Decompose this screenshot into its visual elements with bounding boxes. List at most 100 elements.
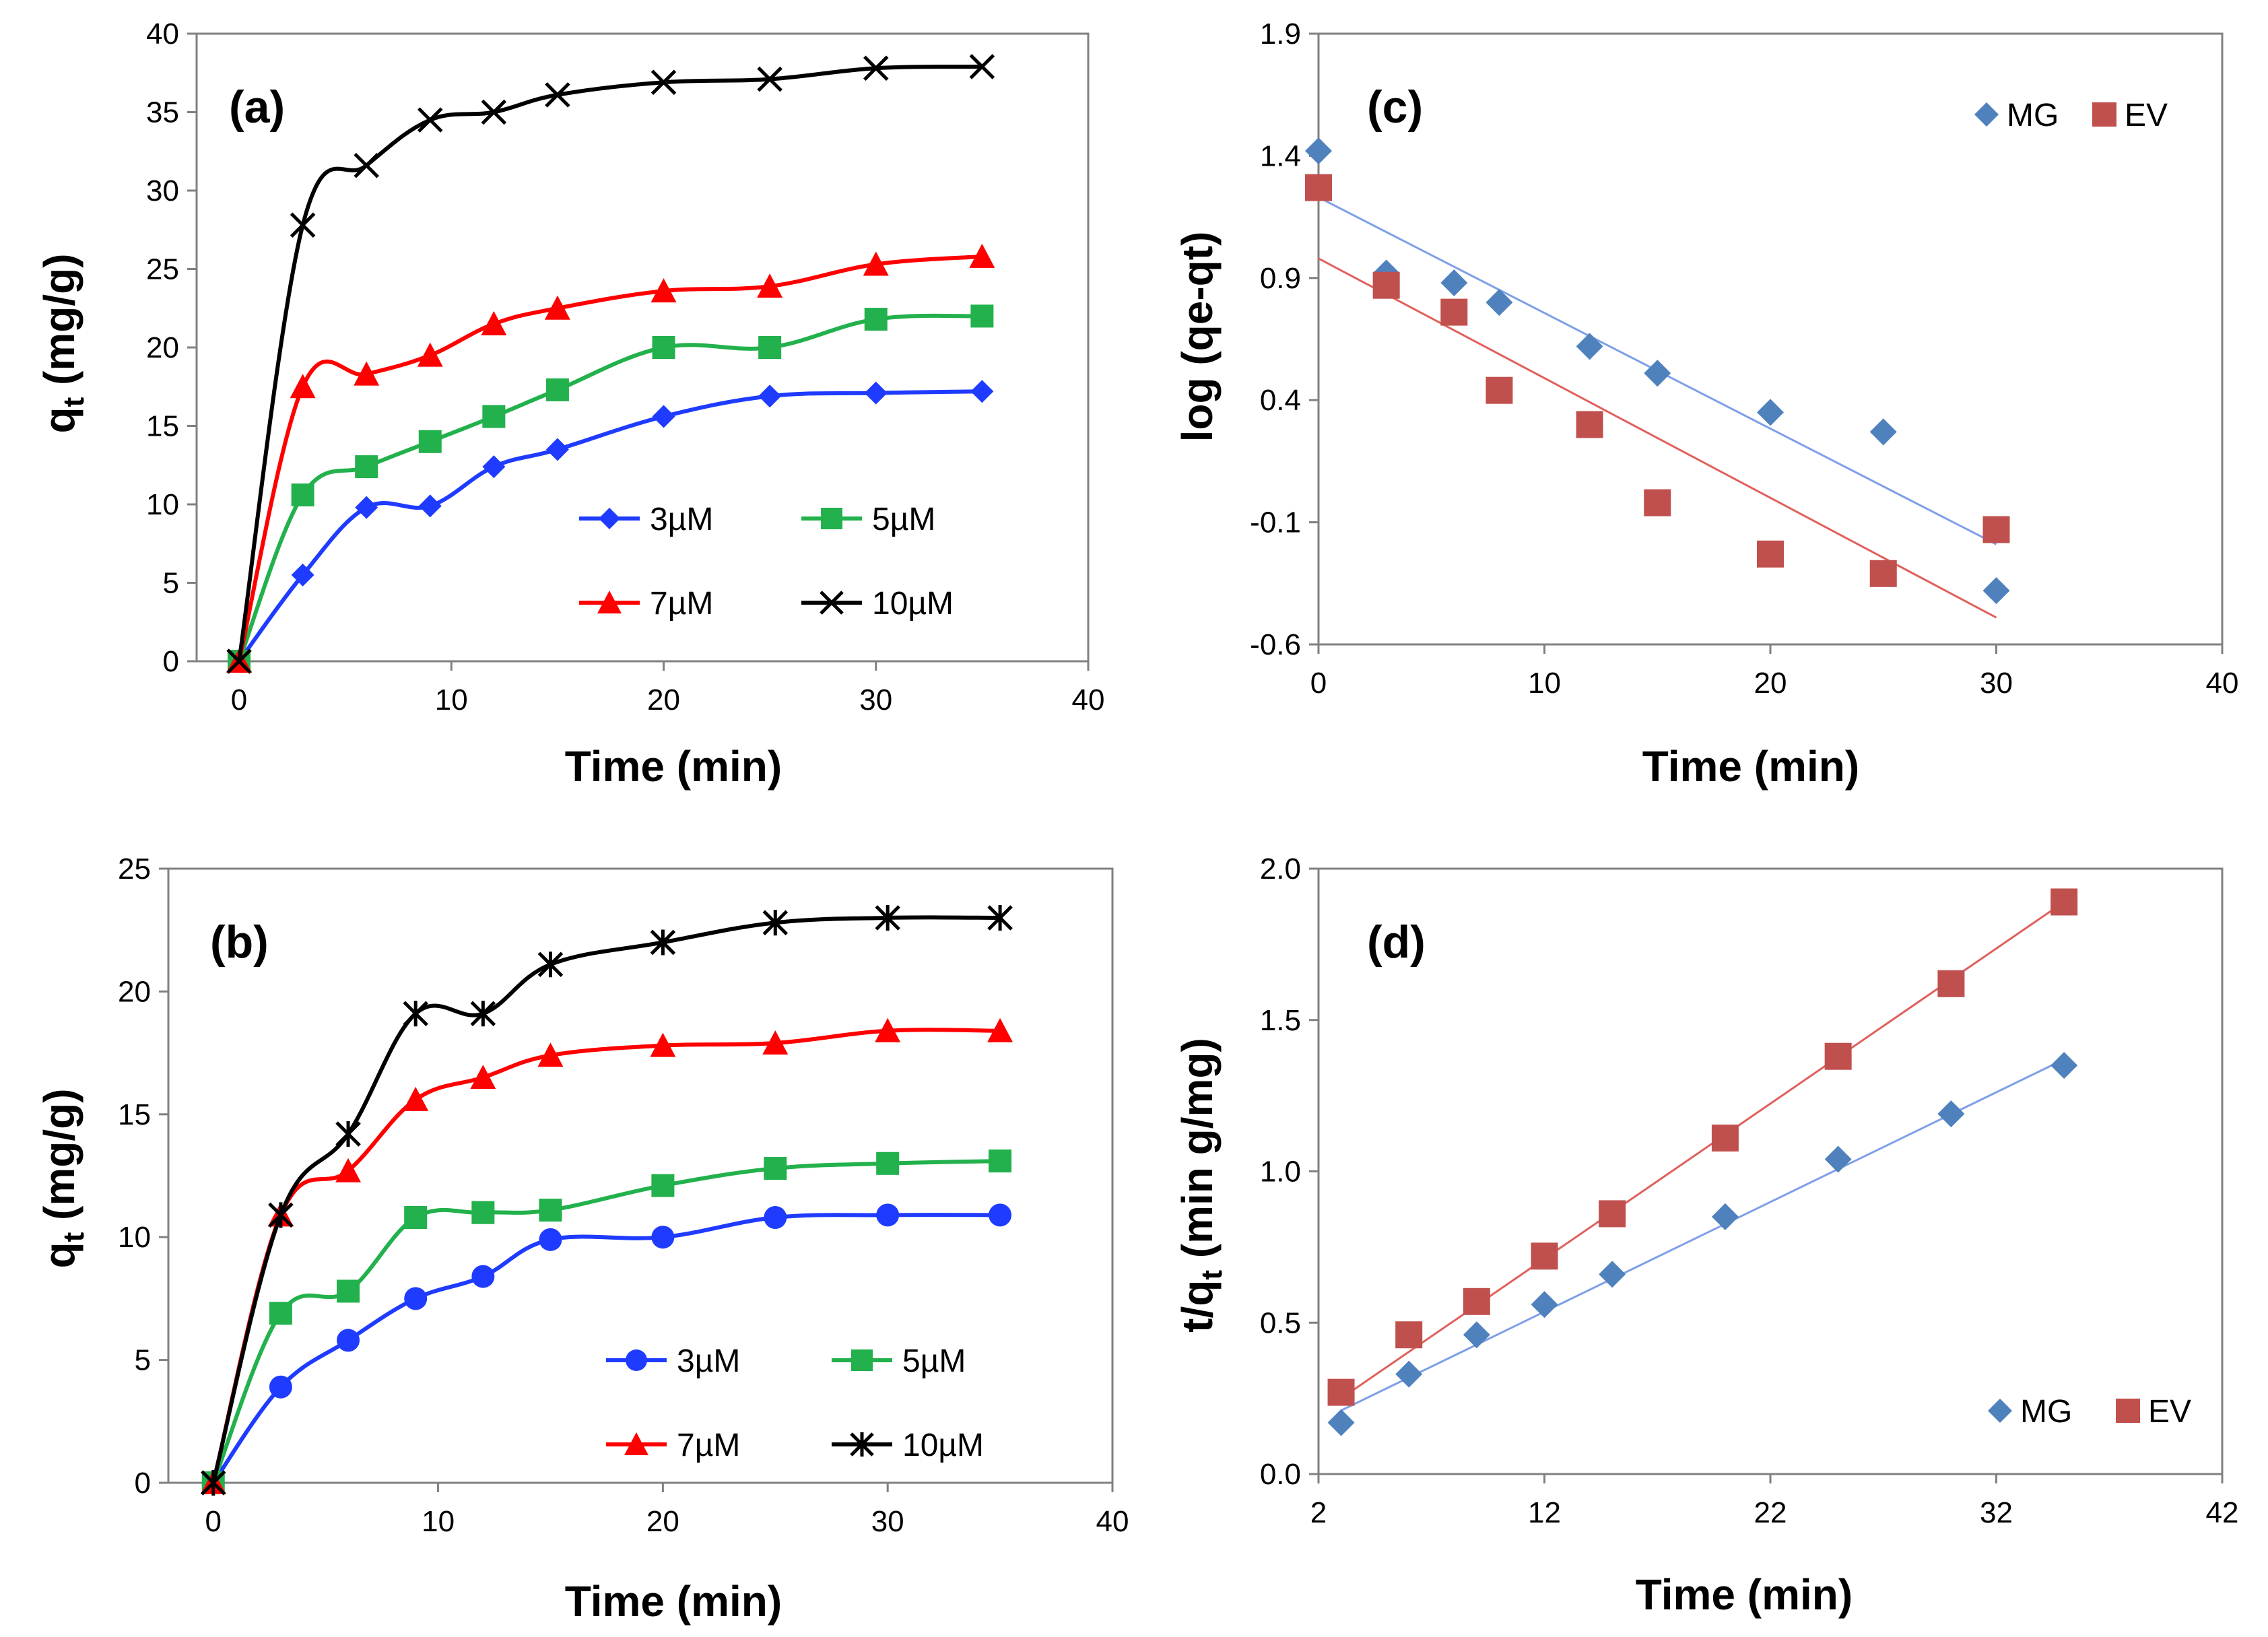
panel-a-legend-label: 10µM [872,586,954,622]
panel-a-y-tick-label: 15 [146,410,179,443]
panel-b-series-3-point [875,904,900,931]
panel-a-series-1-point [418,430,442,453]
panel-d-series-1-point [1711,1125,1739,1152]
panel-c-series-1 [1305,174,2010,619]
panel-c-x-tick-label: 20 [1754,667,1787,700]
panel-c-series-0-point [1757,399,1784,426]
panel-c-series-1-point [1757,540,1784,568]
panel-b-series-2-point [875,1017,901,1042]
panel-a-chart: (a) Time (min) qt (mg/g) 0 5 10 15 20 25 30 35 4… [35,18,1104,791]
panel-d-y-tick-label: 2.0 [1260,853,1301,886]
panel-a-series-1-point [652,336,675,359]
panel-a-series-0-point [418,494,442,518]
panel-b-y-tick-label: 5 [135,1344,151,1377]
panel-d-y-tick-label: 1.0 [1260,1156,1301,1189]
panel-c-label: (c) [1367,81,1423,133]
panel-b-x-tick-label: 0 [205,1505,222,1538]
panel-c-series-0-point [1305,137,1332,165]
panel-b-series-0-point [651,1226,675,1249]
panel-b-series-0-point [404,1287,428,1310]
panel-d-legend-marker [1988,1399,2012,1423]
panel-d-legend: MG EV [1988,1394,2191,1430]
panel-b-series-0-point [471,1265,495,1288]
panel-b-series-2-point [762,1030,789,1055]
panel-d-series-0-point [1711,1203,1739,1230]
panel-c-legend-marker [1974,102,1999,127]
panel-c-series-0-point [1486,289,1513,316]
panel-c-x-axis-title: Time (min) [1642,742,1859,791]
panel-c-x-tick-label: 10 [1528,667,1561,700]
panel-d-x-tick-label: 2 [1310,1496,1327,1529]
panel-b-series-0-point [876,1203,900,1227]
panel-b-series-0 [201,1203,1012,1494]
panel-d-series-1-point [1937,970,1965,997]
panel-a-series-2-point [354,361,380,386]
panel-b-legend-label: 7µM [677,1428,740,1463]
panel-b-series-1-point [337,1279,360,1303]
panel-b-series-2-line [211,1028,1001,1483]
panel-d-y-tick-label: 1.5 [1260,1004,1301,1037]
panel-b-series-1-point [269,1302,292,1325]
panel-a-legend-marker [820,591,844,615]
panel-c-series-1-point [1982,516,2010,543]
panel-c-series-0-point [1576,333,1603,360]
panel-b-series-1-point [539,1199,562,1222]
panel-b-series-2-point [650,1032,676,1057]
panel-d-x-axis-title: Time (min) [1636,1570,1853,1619]
panel-b-series-1-point [471,1201,495,1224]
panel-d-series-0-point [1395,1360,1423,1388]
panel-b-series-3-point [470,1001,496,1027]
panel-c-series-1-fit-line [1318,257,1997,619]
panel-c-y-axis-title: log (qe-qt) [1173,232,1222,442]
panel-a-series-2-point [417,342,443,367]
panel-a-series-3-point [863,55,889,81]
panel-a-series-1 [228,304,994,673]
panel-d-label: (d) [1367,916,1426,968]
panel-b-series-3-point [762,910,789,936]
panel-a-series-2-point [863,251,889,276]
panel-a-series-3-point [481,99,507,125]
panel-a-series-3-point [417,107,443,133]
panel-b-series-3-point [650,929,676,956]
panel-b-legend: 3µM 5µM 7µM 10µM [606,1343,984,1463]
panel-a-series-2-point [969,243,995,268]
panel-b-series-0-point [989,1203,1012,1227]
panel-b-legend-label: 10µM [902,1428,984,1463]
panel-a-x-tick-label: 20 [647,683,680,716]
panel-a-legend: 3µM 5µM 7µM 10µM [579,502,954,622]
panel-b-series-3-point [987,904,1013,931]
panel-b-series-0-point [764,1206,787,1230]
panel-b-legend-marker [851,1349,873,1371]
panel-b-series-0-point [539,1228,562,1251]
panel-b-plot-area [167,867,1114,1484]
panel-d-x-tick-label: 42 [2206,1496,2239,1529]
panel-a-series-1-point [545,378,569,401]
panel-b-y-tick-label: 20 [118,975,151,1008]
panel-b-y-tick-label: 15 [118,1098,151,1131]
panel-c-series-1-point [1305,174,1332,201]
panel-a-legend-label: 5µM [872,502,935,537]
panel-a-y-tick-label: 30 [146,174,179,207]
panel-a-series-1-line [237,313,982,663]
panel-c-y-tick-label: 1.9 [1260,18,1301,51]
panel-c-series-1-point [1869,560,1897,587]
panel-d-x-tick-label: 32 [1980,1496,2013,1529]
panel-b-y-axis-title: qt (mg/g) [35,1088,90,1268]
panel-c-legend: MG EV [1974,98,2168,133]
panel-b-legend-marker [624,1432,648,1455]
panel-a-label: (a) [229,81,285,133]
panel-c-series-1-point [1576,411,1603,438]
panel-c-series-1-point [1644,489,1671,516]
panel-c-x-tick-label: 40 [2206,667,2239,700]
panel-b-series-3-line [211,915,1001,1483]
panel-a-series-0-line [237,389,982,663]
panel-d-series-1-point [1531,1242,1558,1270]
panel-b-series-2-point [537,1042,564,1067]
panel-c-legend-label: MG [2007,98,2059,133]
panel-b-y-tick-label: 10 [118,1221,151,1254]
panel-a-y-tick-label: 40 [146,18,179,51]
panel-a-legend-label: 3µM [650,502,713,537]
panel-a-series-3-point [290,212,316,238]
panel-d-series-1-point [1327,1378,1355,1406]
panel-d-series-0-point [1463,1321,1490,1349]
